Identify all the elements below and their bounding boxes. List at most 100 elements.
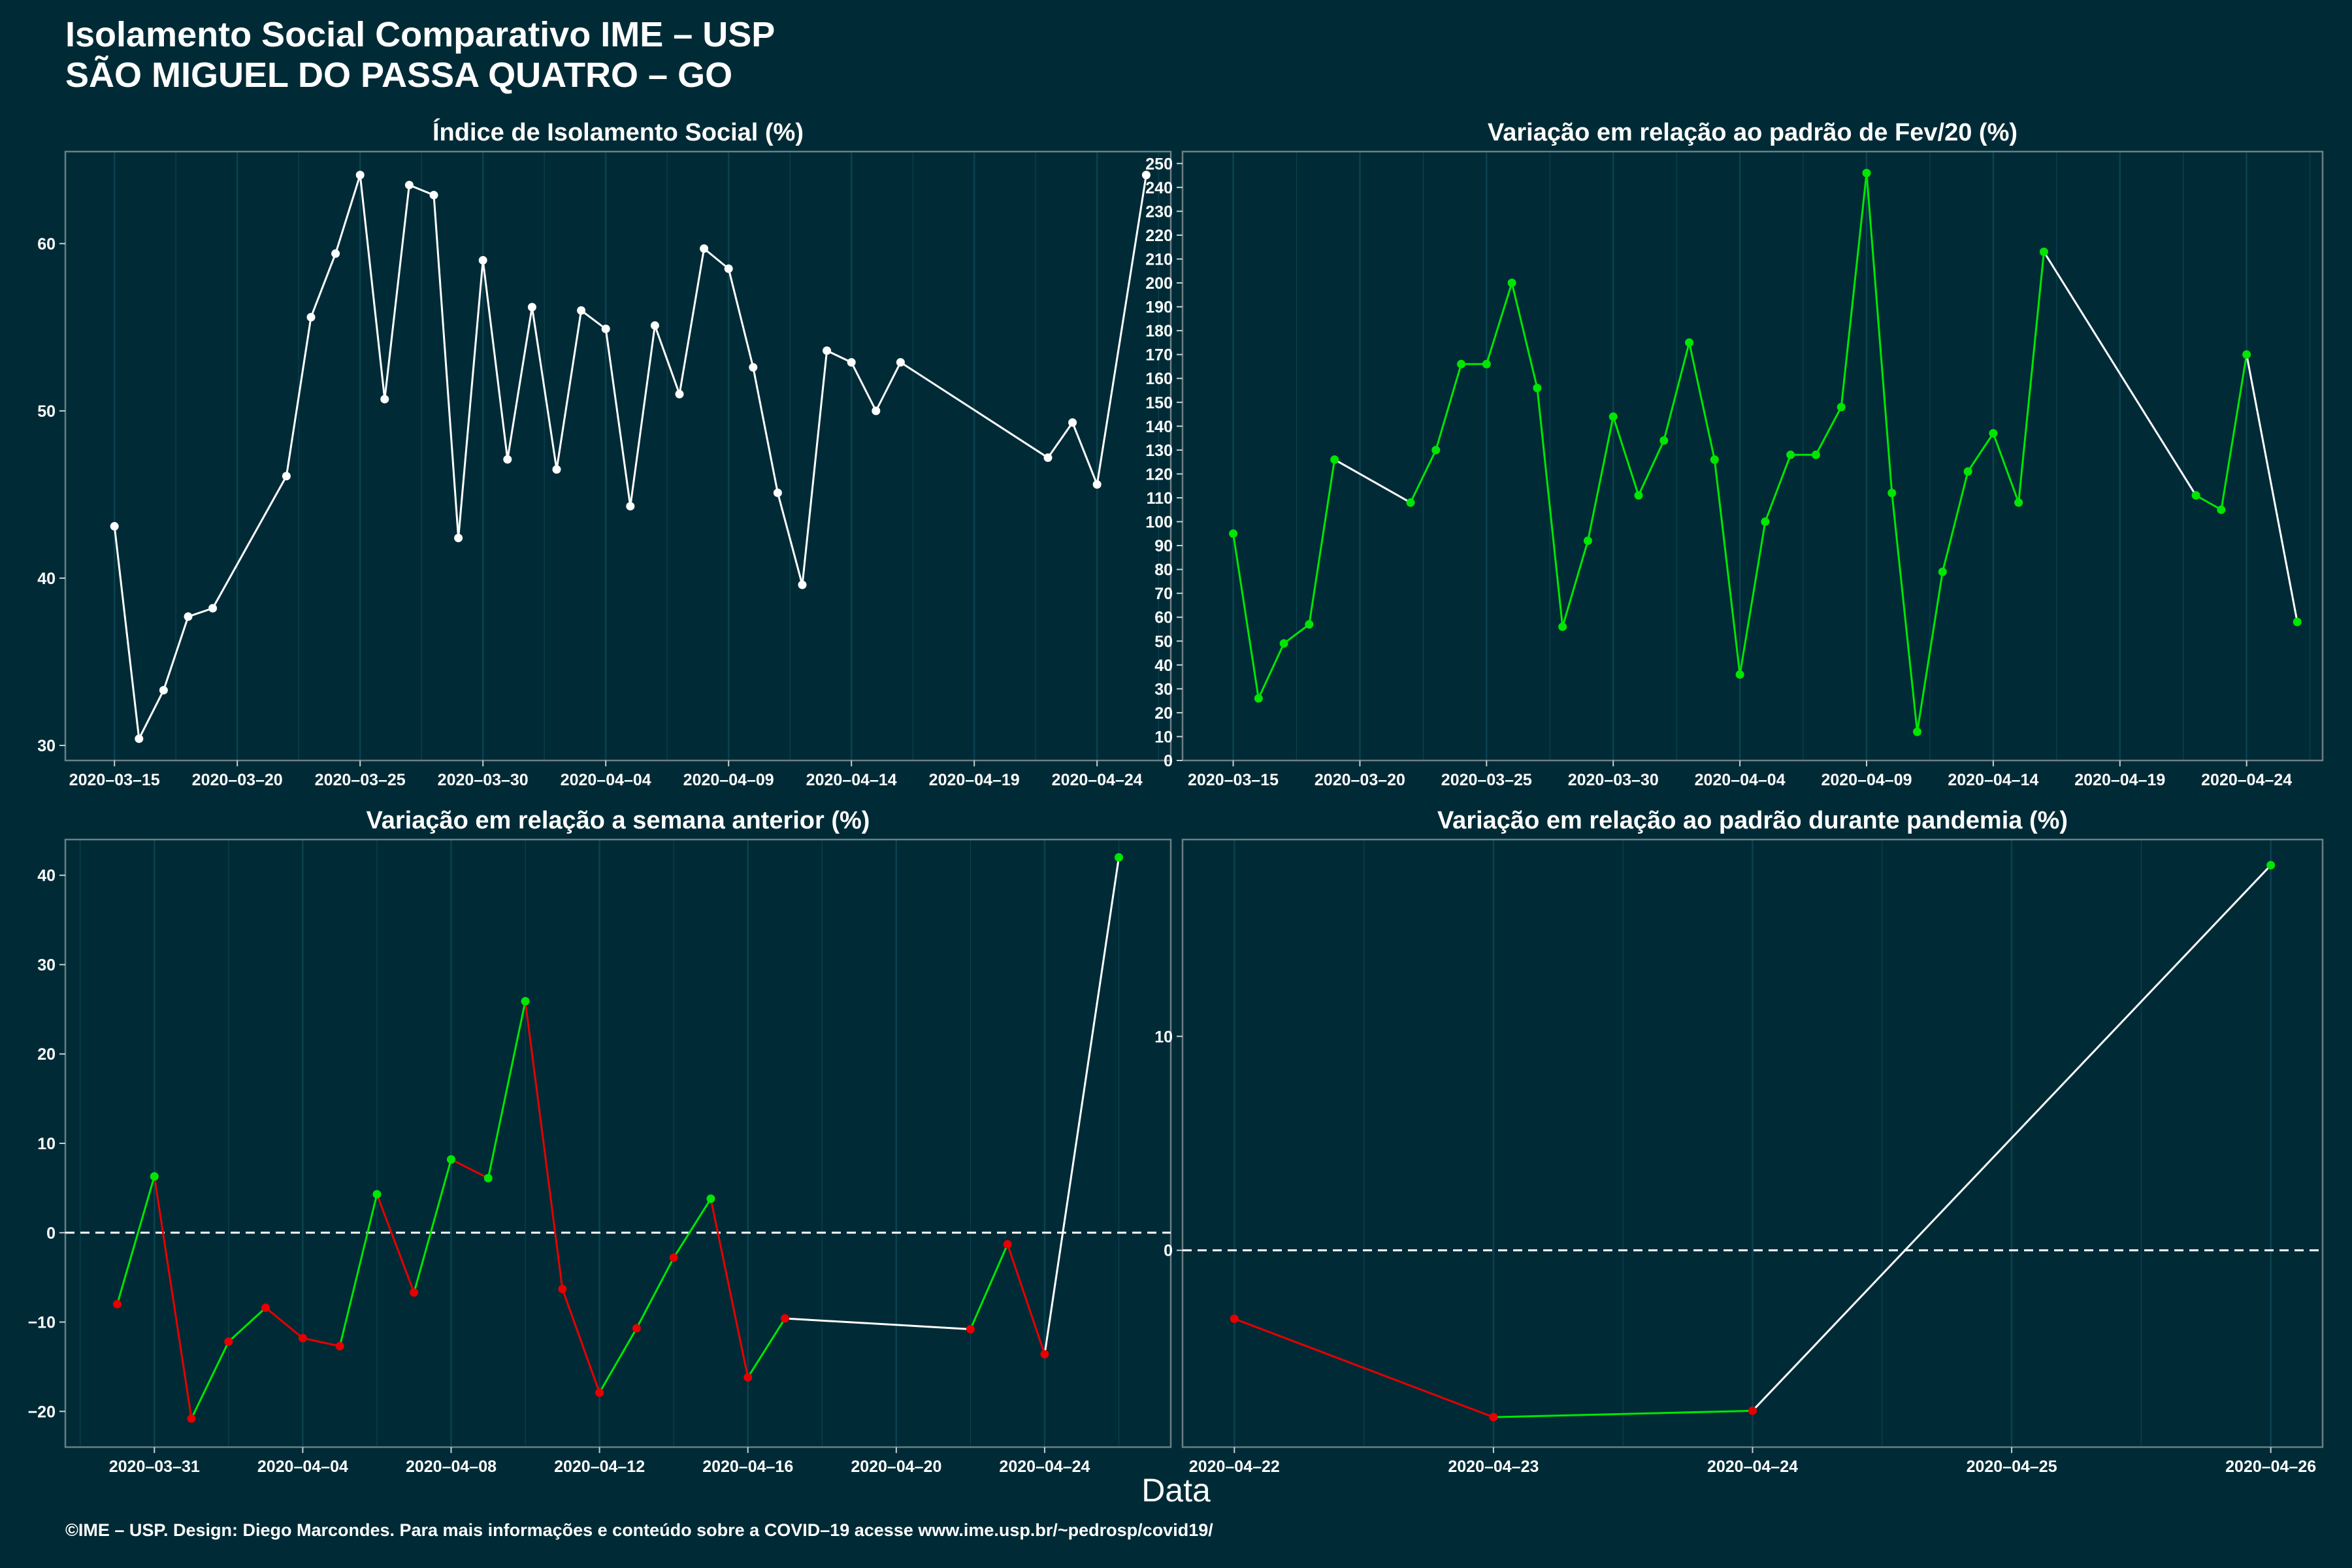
series-segment [1485,282,1513,365]
data-point [372,1190,382,1199]
data-point [1406,498,1415,507]
data-point [224,1337,233,1347]
series-segment [1233,1318,1494,1418]
y-tick-label: 100 [1145,514,1173,532]
series-segment [524,1001,564,1290]
y-tick-label: 10 [1154,1028,1173,1046]
series-segment [801,350,828,585]
data-point [632,1324,641,1333]
data-point [743,1373,753,1382]
series-segment [153,1176,193,1419]
data-point [595,1388,604,1397]
series-segment [531,306,558,470]
x-tick-label: 2020–04–24 [999,1458,1090,1476]
x-tick-label: 2020–03–30 [438,771,529,789]
data-point [1634,491,1643,500]
data-point [1533,384,1542,393]
y-tick-label: 60 [1154,609,1173,627]
data-point [675,389,684,399]
x-tick-label: 2020–03–30 [1568,771,1659,789]
data-point [1043,453,1053,463]
data-point [1761,517,1770,527]
panel-border [1181,150,2324,762]
series-segment [138,689,165,740]
data-point [150,1172,159,1181]
series-segment [1006,1244,1046,1355]
series-segment [1891,493,1919,732]
series-segment [1663,342,1691,441]
series-segment [1257,643,1285,699]
data-point [1710,455,1719,464]
chart-title: Índice de Isolamento Social (%) [433,118,804,146]
series-segment [190,1341,230,1419]
x-tick-label: 2020–04–19 [929,771,1020,789]
series-segment [302,1337,340,1347]
data-point [1659,436,1669,445]
series-segment [310,253,336,318]
data-point [1748,1406,1757,1415]
data-point [1489,1413,1498,1422]
data-point [1230,1315,1239,1324]
series-segment [900,361,1049,459]
x-tick-label: 2020–04–26 [2225,1458,2316,1476]
x-tick-label: 2020–04–25 [1967,1458,2057,1476]
data-point [282,472,291,481]
series-segment [850,361,877,412]
data-point [1003,1240,1012,1249]
y-tick-label: 190 [1145,299,1173,317]
data-point [1092,480,1102,489]
data-point [1735,670,1744,679]
series-segment [1536,387,1564,627]
series-segment [1586,416,1614,542]
series-segment [1865,172,1893,493]
y-tick-label: 30 [37,737,56,755]
data-point [650,321,659,330]
data-point [2217,505,2226,514]
data-point [410,1288,419,1297]
y-tick-label: 0 [46,1224,56,1243]
data-point [355,171,365,180]
data-point [2266,860,2276,870]
x-tick-label: 2020–04–14 [806,771,897,789]
data-point [1913,727,1922,736]
data-point [1507,278,1516,287]
series-segment [482,260,509,460]
y-tick-label: 160 [1145,370,1173,388]
y-tick-label: 30 [37,956,56,974]
series-segment [703,248,730,270]
x-tick-label: 2020–04–24 [1052,771,1143,789]
series-segment [752,367,779,493]
data-point [669,1253,678,1262]
data-point [558,1284,567,1294]
data-point [872,406,881,416]
figure-title: Isolamento Social Comparativo IME – USP [65,15,776,54]
x-tick-label: 2020–04–12 [554,1458,645,1476]
data-point [2293,617,2302,627]
x-tick-label: 2020–04–24 [2201,771,2292,789]
series-segment [672,1198,712,1258]
y-tick-label: 90 [1154,537,1173,555]
y-tick-label: −20 [28,1403,56,1421]
data-point [577,306,586,315]
x-tick-label: 2020–04–16 [702,1458,793,1476]
series-points [1230,860,2276,1422]
data-point [1115,853,1124,862]
series-segment [678,248,706,395]
y-tick-label: 0 [1164,752,1173,770]
series-segment [359,174,386,400]
series-segment [1752,864,2272,1412]
x-tick-label: 2020–04–04 [561,771,651,789]
data-point [1068,418,1077,427]
data-point [187,1414,196,1423]
y-tick-label: 10 [1154,728,1173,746]
series-segment [1713,459,1741,675]
x-tick-label: 2020–04–04 [257,1458,348,1476]
data-point [429,191,438,200]
data-point [1989,429,1998,438]
series-segment [1637,440,1665,496]
data-point [552,465,561,474]
series-segment [875,361,902,412]
x-tick-label: 2020–04–20 [851,1458,941,1476]
